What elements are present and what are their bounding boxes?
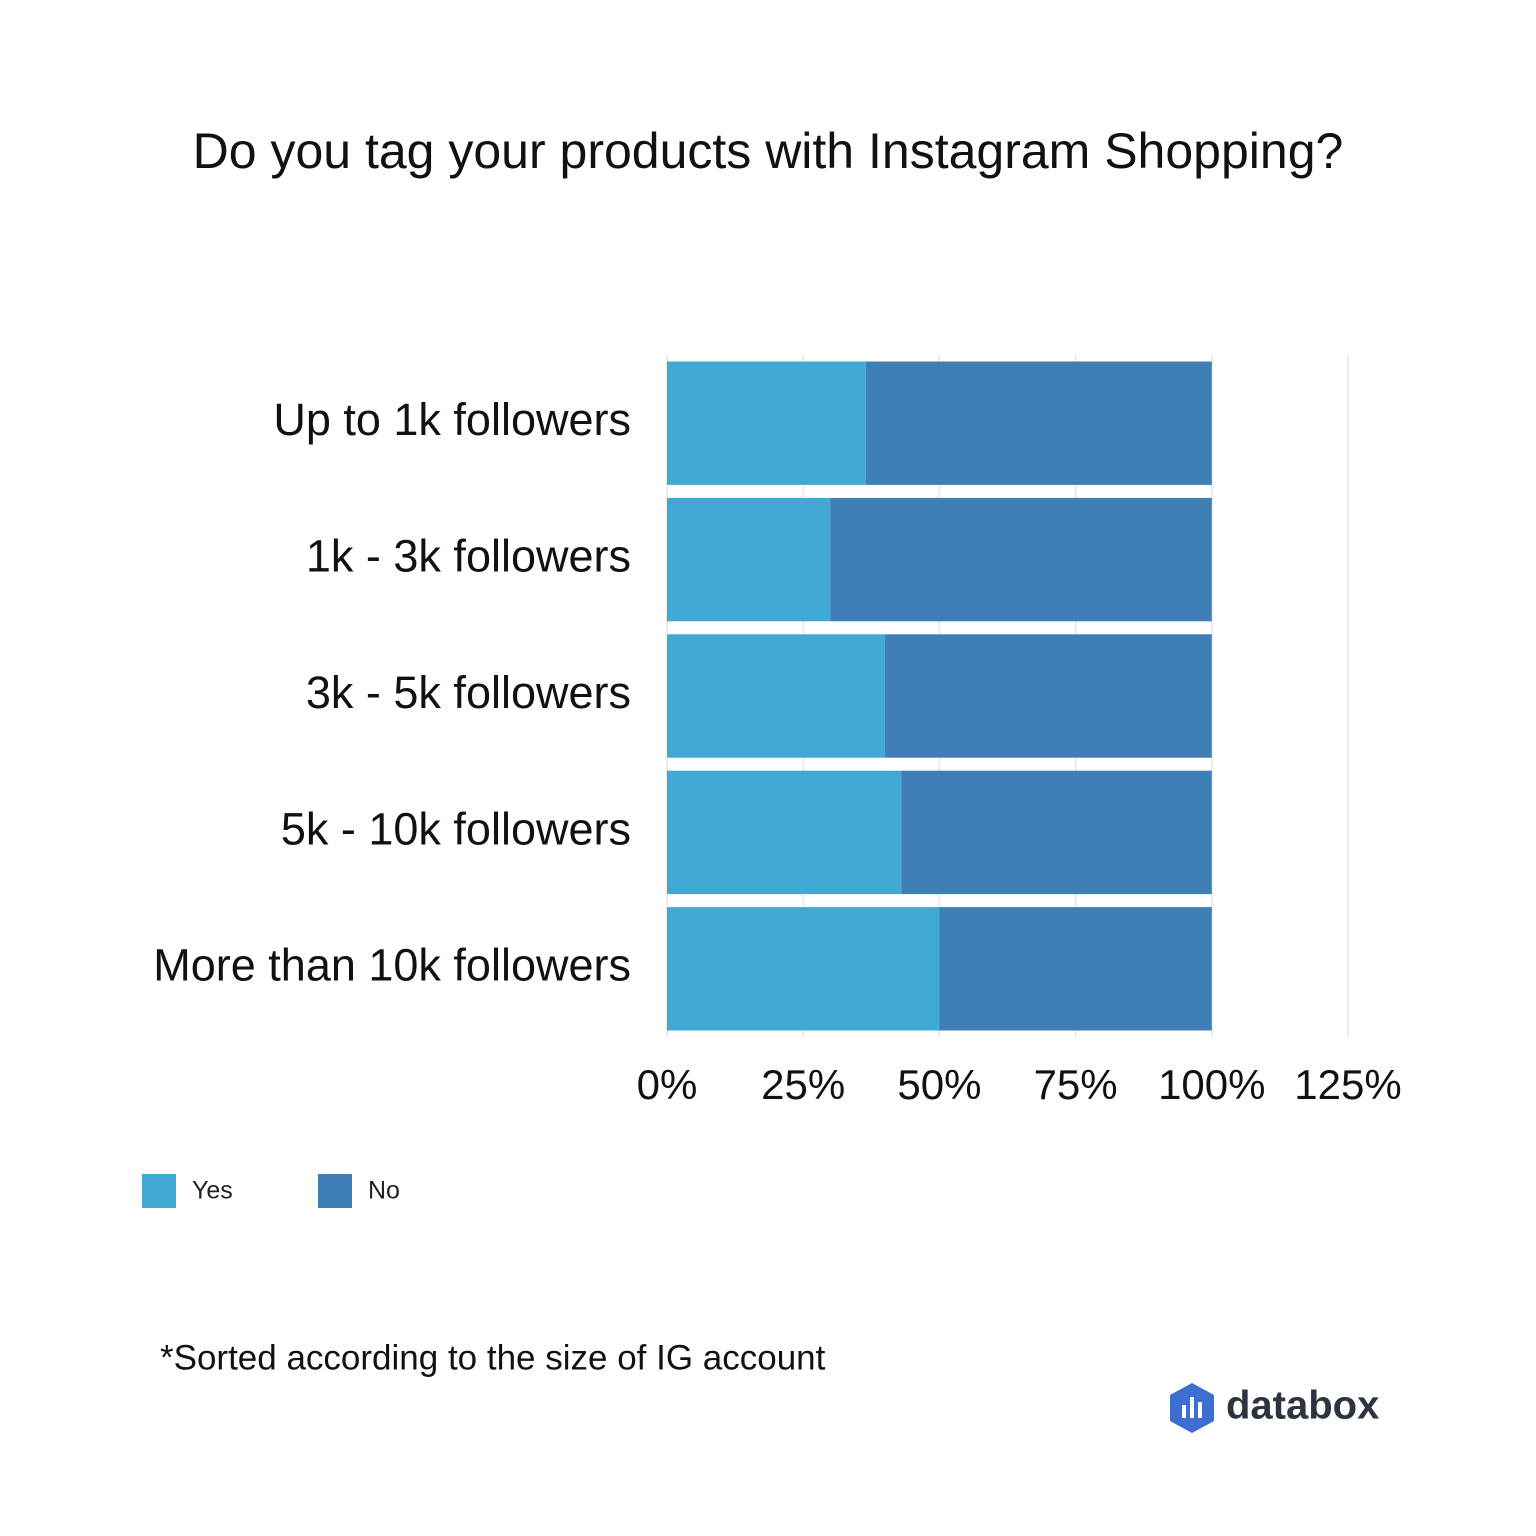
x-tick-label: 100% <box>1158 1061 1265 1108</box>
legend-label: Yes <box>192 1177 233 1205</box>
legend-label: No <box>368 1177 400 1205</box>
bar-segment <box>667 497 831 622</box>
bar-segment <box>830 497 1212 622</box>
bar-segment <box>667 634 885 758</box>
logo-icon <box>1198 1402 1202 1418</box>
y-tick-label: More than 10k followers <box>153 940 631 991</box>
logo-text: databox <box>1226 1384 1379 1428</box>
legend-swatch <box>318 1174 352 1208</box>
x-tick-label: 125% <box>1294 1061 1401 1108</box>
bar-segment <box>667 361 866 485</box>
bar-segment <box>667 907 940 1031</box>
x-tick-label: 0% <box>637 1061 698 1108</box>
x-tick-label: 25% <box>761 1061 845 1108</box>
bar-segment <box>884 634 1212 758</box>
logo-icon <box>1182 1405 1186 1418</box>
y-tick-label: 3k - 5k followers <box>306 667 631 718</box>
y-tick-label: 5k - 10k followers <box>281 803 631 854</box>
logo: databox <box>1170 1383 1379 1433</box>
logo-icon <box>1190 1397 1194 1418</box>
y-tick-label: 1k - 3k followers <box>306 530 631 581</box>
bar-segment <box>865 361 1212 485</box>
bar-segment <box>939 907 1212 1031</box>
x-tick-label: 75% <box>1034 1061 1118 1108</box>
bar-segment <box>901 770 1212 895</box>
footnote: *Sorted according to the size of IG acco… <box>160 1338 826 1377</box>
bar-segment <box>667 770 902 895</box>
chart-title: Do you tag your products with Instagram … <box>193 123 1344 179</box>
x-tick-label: 50% <box>897 1061 981 1108</box>
y-tick-label: Up to 1k followers <box>273 394 631 445</box>
legend-swatch <box>142 1174 176 1208</box>
